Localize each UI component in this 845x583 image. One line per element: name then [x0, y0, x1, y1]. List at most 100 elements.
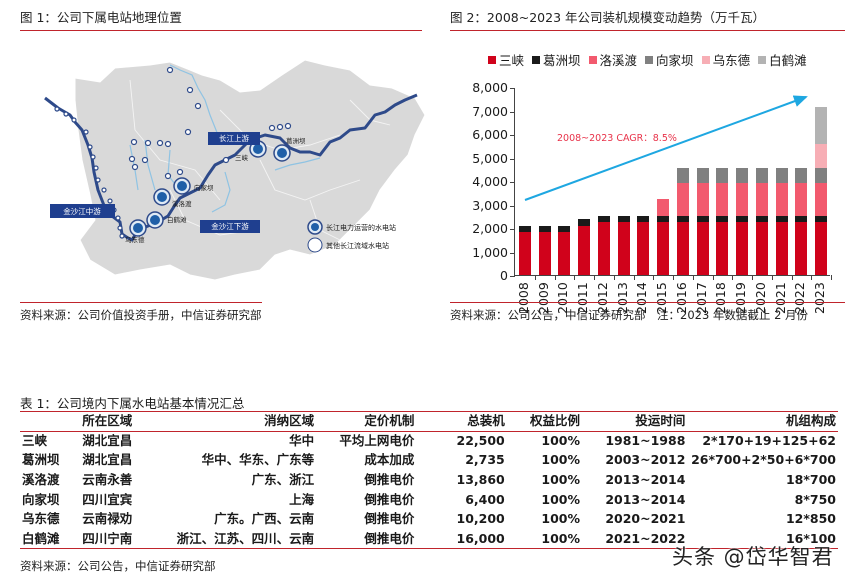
table-cell: 倒推电价: [364, 530, 415, 546]
table-cell: 100%: [541, 491, 581, 507]
y-tick-label: 8,000: [472, 80, 508, 95]
x-tick: [574, 275, 576, 280]
svg-text:葛洲坝: 葛洲坝: [286, 136, 306, 145]
bar-segment: [518, 232, 531, 275]
table-cell: 100%: [541, 452, 581, 468]
x-tick: [673, 275, 674, 280]
chart-legend: 三峡 葛洲坝 洛溪渡 向家坝 乌东德 白鹤滩: [488, 50, 807, 69]
bar-segment: [558, 225, 571, 233]
y-tick-label: 7,000: [472, 103, 508, 119]
table-cell: 10,200: [456, 511, 505, 527]
legend-swatch-icon: [532, 55, 541, 64]
svg-text:长江上游: 长江上游: [219, 133, 249, 143]
legend-item: 乌东德: [701, 50, 751, 69]
bar-2022: [795, 168, 808, 275]
table-cell: 26*700+2*50+6*700: [691, 452, 836, 468]
table-cell: 成本加成: [364, 452, 415, 468]
bar-segment: [538, 232, 551, 275]
bar-segment: [696, 222, 709, 275]
y-tick-label: 5,000: [472, 150, 508, 166]
table-cell: 16*100: [785, 530, 836, 546]
bar-segment: [795, 168, 808, 184]
table-cell: 16,000: [456, 530, 505, 546]
table-cell: 22,500: [456, 433, 505, 449]
column-header: 机组构成: [785, 413, 836, 429]
x-tick: [791, 275, 793, 280]
y-tick-label: 4,000: [472, 174, 508, 189]
bar-segment: [815, 215, 828, 223]
y-tick: [510, 158, 515, 160]
figure1-source-rule: [20, 302, 262, 303]
table-cell: 100%: [541, 472, 581, 488]
bar-segment: [755, 215, 768, 223]
legend-label: 白鹤滩: [769, 53, 807, 68]
y-tick: [510, 276, 515, 277]
svg-text:其他长江流域水电站: 其他长江流域水电站: [326, 241, 389, 250]
svg-text:长江电力运营的水电站: 长江电力运营的水电站: [326, 223, 396, 232]
x-tick: [594, 275, 595, 280]
figure2-title-rule: [450, 30, 845, 31]
table-cell: 倒推电价: [364, 472, 415, 488]
table-cell: 华中: [289, 433, 315, 449]
bar-2020: [755, 168, 768, 275]
x-tick: [752, 275, 753, 280]
bar-segment: [736, 222, 749, 275]
y-tick: [510, 182, 515, 183]
table-cell: 云南永善: [82, 472, 133, 488]
table-row: 白鹤滩 四川宁南 浙江、江苏、四川、云南 倒推电价 16,000 100% 2021~202…: [20, 529, 838, 549]
bar-segment: [676, 183, 689, 216]
table-row: 三峡 湖北宜昌 华中 平均上网电价 22,500 100% 1981~1988 2*170+1…: [20, 431, 838, 451]
bar-segment: [815, 222, 828, 275]
bar-2018: [716, 168, 729, 275]
bar-segment: [755, 168, 768, 184]
table1-title: 表 1：公司境内下属水电站基本情况汇总: [20, 396, 245, 411]
table-cell: 18*700: [785, 472, 836, 488]
bar-segment: [637, 215, 650, 223]
legend-swatch-icon: [701, 55, 710, 64]
legend-swatch-icon: [588, 55, 597, 64]
legend-item: 三峡: [488, 50, 524, 69]
legend-item: 葛洲坝: [532, 50, 581, 69]
figure2-source: 资料来源：公司公告，中信证券研究部 注：2023 年数据截止 2 月份: [450, 308, 809, 322]
x-tick: [692, 275, 694, 280]
svg-text:金沙江下游: 金沙江下游: [211, 221, 249, 231]
table-cell: 2,735: [465, 452, 505, 468]
bar-segment: [558, 232, 571, 275]
x-tick: [811, 275, 813, 280]
station-xiangjiaba-icon: [173, 177, 191, 195]
svg-text:溪洛渡: 溪洛渡: [172, 199, 192, 208]
y-tick-label: 3,000: [472, 197, 508, 213]
bar-segment: [775, 222, 788, 275]
bar-segment: [755, 183, 768, 216]
legend-label: 乌东德: [712, 53, 751, 68]
y-tick: [510, 88, 515, 89]
table-cell: 溪洛渡: [22, 472, 60, 488]
table-cell: 12*850: [785, 511, 836, 527]
table-cell: 6,400: [465, 491, 505, 507]
region-label-jinsha-lower: 金沙江下游: [200, 220, 260, 233]
table-cell: 13,860: [456, 472, 505, 488]
y-tick: [510, 135, 515, 136]
bar-2008: [518, 225, 531, 275]
table-row: 葛洲坝 湖北宜昌 华中、华东、广东等 成本加成 2,735 100% 2003~2012 26…: [20, 451, 838, 471]
x-tick: [712, 275, 714, 280]
x-tick: [653, 275, 655, 280]
cagr-annotation: 2008~2023 CAGR：8.5%: [557, 133, 677, 144]
figure1-source: 资料来源：公司价值投资手册，中信证券研究部: [20, 308, 262, 322]
legend-label: 向家坝: [656, 53, 694, 68]
bar-segment: [578, 225, 591, 275]
table-cell: 100%: [541, 433, 581, 449]
legend-swatch-icon: [758, 55, 767, 64]
region-label-jinsha-middle: 金沙江中游: [50, 204, 115, 218]
bar-2010: [558, 225, 571, 275]
trend-arrow: [524, 95, 808, 201]
map-legend: 长江电力运营的水电站 其他长江流域水电站: [307, 219, 396, 253]
bar-segment: [538, 225, 551, 233]
legend-item: 向家坝: [645, 50, 694, 69]
table-row: 乌东德 云南禄劝 广东。广西、云南 倒推电价 10,200 100% 2020~2021 12…: [20, 509, 838, 529]
y-tick: [510, 229, 515, 230]
bar-segment: [815, 183, 828, 216]
bar-segment: [696, 168, 709, 184]
legend-label: 三峡: [499, 53, 525, 68]
bar-2013: [617, 215, 630, 275]
